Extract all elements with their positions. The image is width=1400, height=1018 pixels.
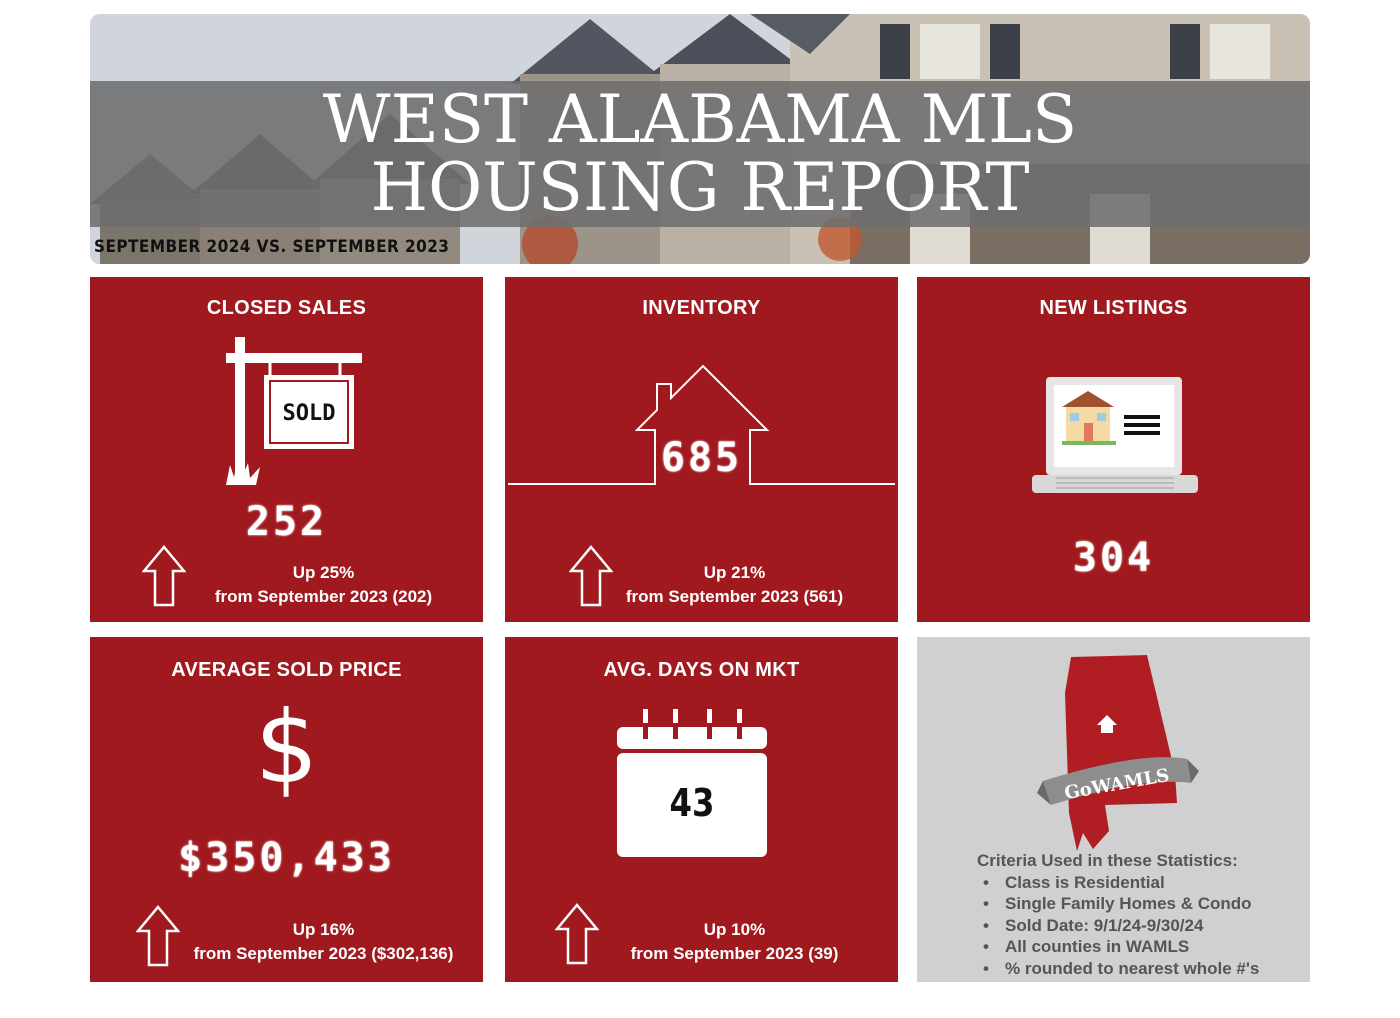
closed-sales-change: Up 25% from September 2023 (202): [127, 561, 520, 609]
gowamls-logo: GoWAMLS: [1037, 655, 1199, 851]
inventory-card: INVENTORY 685 Up 21% from September 2023…: [505, 277, 898, 622]
avg-days-value: 43: [669, 781, 715, 825]
change-compare: from September 2023 (39): [630, 944, 839, 963]
average-sold-price-change: Up 16% from September 2023 ($302,136): [127, 918, 520, 966]
avg-days-on-market-card: AVG. DAYS ON MKT 43 Up 10% from Septembe…: [505, 637, 898, 982]
change-percent: Up 16%: [292, 920, 355, 939]
report-period: SEPTEMBER 2024 VS. SEPTEMBER 2023: [94, 237, 450, 257]
card-title: CLOSED SALES: [206, 297, 367, 319]
criteria-list: Criteria Used in these Statistics: Class…: [977, 850, 1259, 979]
title-bar: WEST ALABAMA MLS HOUSING REPORT: [90, 81, 1310, 227]
criteria-item: Single Family Homes & Condo: [983, 893, 1259, 915]
average-sold-price-card: AVERAGE SOLD PRICE $ $350,433 Up 16% fro…: [90, 637, 483, 982]
report-title-line2: HOUSING REPORT: [370, 149, 1030, 226]
card-title: INVENTORY: [642, 297, 761, 319]
criteria-item: Sold Date: 9/1/24-9/30/24: [983, 915, 1259, 937]
new-listings-value: 304: [1072, 535, 1155, 581]
up-arrow-icon: [569, 545, 613, 607]
new-listings-card: NEW LISTINGS 304: [917, 277, 1310, 622]
card-title: AVG. DAYS ON MKT: [603, 659, 800, 681]
card-title: NEW LISTINGS: [1039, 297, 1188, 319]
closed-sales-value: 252: [245, 499, 328, 545]
criteria-item: % rounded to nearest whole #'s: [983, 958, 1259, 980]
house-outline-icon: [508, 364, 895, 485]
up-arrow-icon: [136, 905, 180, 967]
dollar-sign-icon: $: [254, 689, 319, 806]
change-compare: from September 2023 ($302,136): [193, 944, 454, 963]
criteria-card: GoWAMLS Criteria Used in these Statistic…: [917, 637, 1310, 982]
change-percent: Up 25%: [292, 563, 355, 582]
criteria-item: Class is Residential: [983, 872, 1259, 894]
change-percent: Up 10%: [703, 920, 766, 939]
laptop-listing-icon: [1032, 377, 1198, 493]
calendar-icon: [617, 709, 767, 857]
criteria-item: All counties in WAMLS: [983, 936, 1259, 958]
inventory-value: 685: [660, 435, 743, 481]
sold-sign-text: SOLD: [283, 401, 336, 426]
up-arrow-icon: [555, 903, 599, 965]
avg-days-change: Up 10% from September 2023 (39): [538, 918, 931, 966]
closed-sales-card: CLOSED SALES SOLD 252 Up 25% from Septem…: [90, 277, 483, 622]
change-compare: from September 2023 (561): [625, 587, 844, 606]
average-sold-price-value: $350,433: [178, 835, 395, 881]
change-compare: from September 2023 (202): [214, 587, 433, 606]
report-title-line1: WEST ALABAMA MLS: [322, 81, 1078, 158]
header-banner: WEST ALABAMA MLS HOUSING REPORT SEPTEMBE…: [90, 14, 1310, 264]
criteria-heading: Criteria Used in these Statistics:: [977, 851, 1238, 870]
change-percent: Up 21%: [703, 563, 766, 582]
sold-sign-icon: SOLD: [226, 337, 362, 485]
up-arrow-icon: [142, 545, 186, 607]
card-title: AVERAGE SOLD PRICE: [171, 659, 402, 681]
inventory-change: Up 21% from September 2023 (561): [538, 561, 931, 609]
